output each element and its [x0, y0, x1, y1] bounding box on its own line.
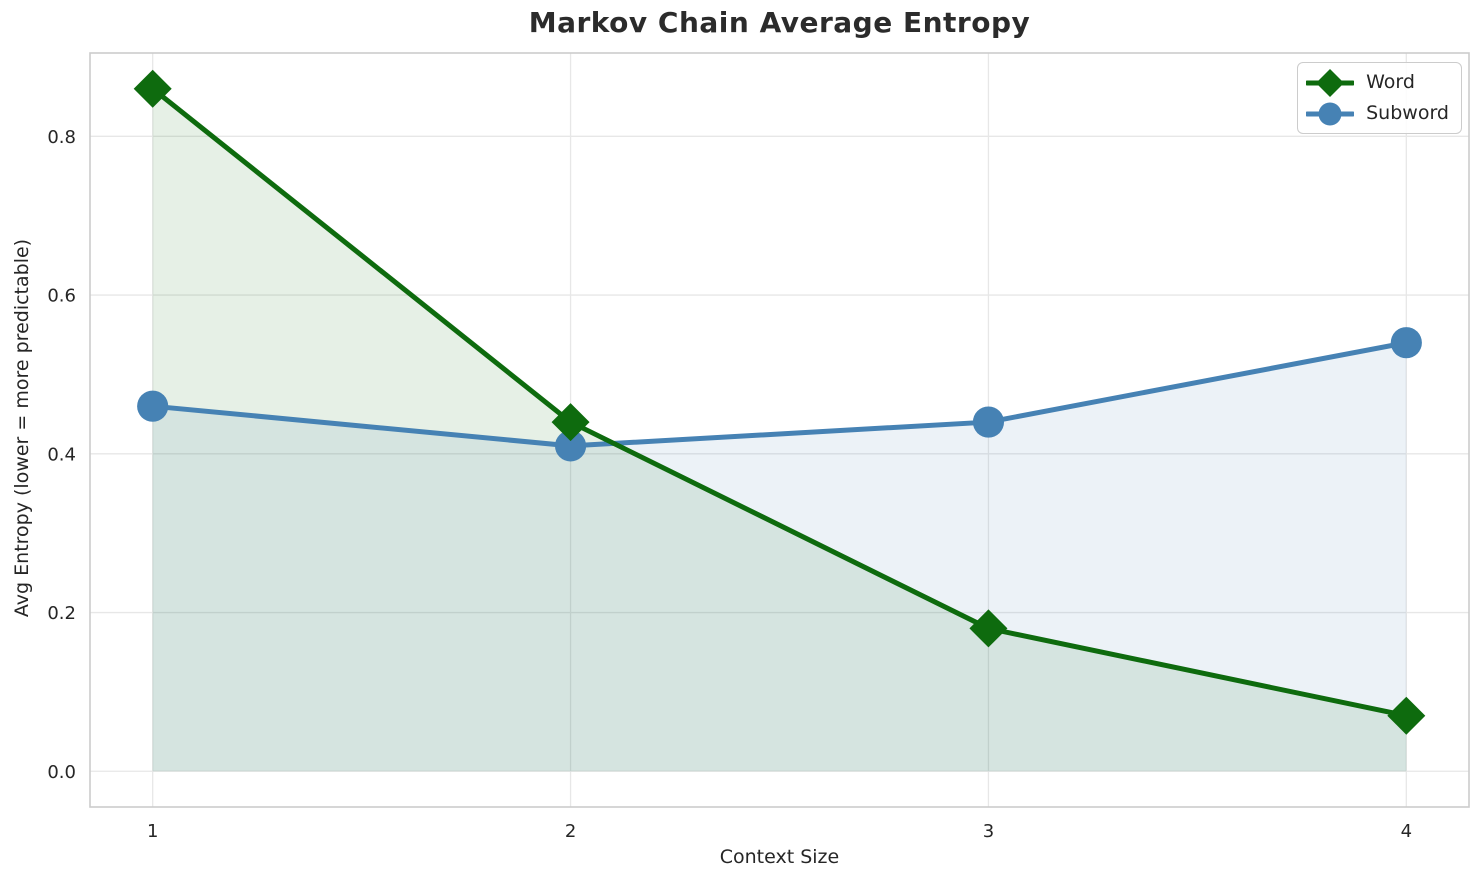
x-tick-label: 2 [565, 821, 576, 842]
data-point-subword [554, 430, 587, 462]
legend-marker [1318, 102, 1342, 125]
legend-marker [1316, 68, 1345, 97]
y-tick-label: 0.4 [47, 444, 76, 465]
y-tick-label: 0.8 [47, 127, 76, 148]
data-point-word [551, 403, 590, 442]
x-tick-label: 4 [1401, 821, 1412, 842]
data-point-word [969, 609, 1008, 648]
chart-title: Markov Chain Average Entropy [528, 6, 1031, 39]
circle-legend-icon [1306, 102, 1355, 125]
legend-item-word: Word [1306, 67, 1449, 98]
area-fill-subword [152, 342, 1407, 772]
x-tick-label: 1 [147, 821, 158, 842]
y-tick-label: 0.0 [47, 762, 76, 783]
legend-item-subword: Subword [1306, 98, 1449, 129]
data-point-word [1387, 696, 1426, 735]
axes-spines [89, 52, 1470, 808]
y-tick-label: 0.2 [47, 603, 76, 624]
data-point-word [133, 69, 172, 108]
legend-label: Word [1366, 71, 1415, 93]
x-axis-label: Context Size [719, 846, 840, 868]
series-line-word [151, 86, 1407, 719]
data-point-subword [137, 390, 169, 422]
y-axis-label: Avg Entropy (lower = more predictable) [11, 238, 33, 618]
diamond-legend-icon [1306, 68, 1355, 97]
data-point-subword [1390, 327, 1422, 359]
data-point-subword [972, 406, 1005, 438]
x-tick-label: 3 [983, 821, 994, 842]
legend: Word Subword [1297, 62, 1462, 134]
legend-label: Subword [1366, 102, 1449, 124]
area-fill-word [152, 88, 1407, 772]
series-line-subword [152, 340, 1407, 449]
y-tick-label: 0.6 [47, 286, 76, 307]
